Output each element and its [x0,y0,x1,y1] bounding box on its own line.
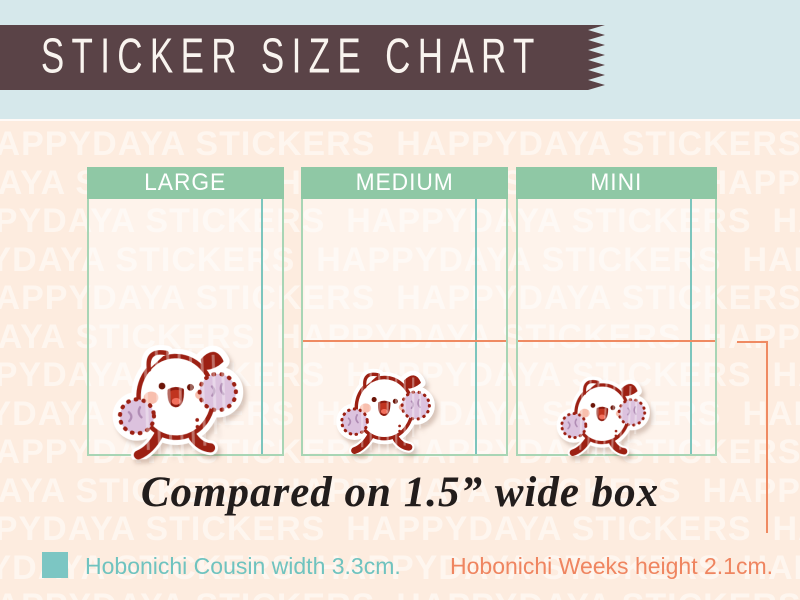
watermark-row: HAPPYDAYA STICKERS HAPPYDAYA STICKERS HA… [0,240,800,279]
cousin-width-line [261,199,263,454]
watermark-row: HAPPYDAYA STICKERS HAPPYDAYA STICKERS HA… [0,125,800,163]
size-box-medium-header: MEDIUM [301,167,508,199]
legend-cousin-label: Hobonichi Cousin width 3.3cm. [85,553,401,579]
watermark-row: HAPPYDAYA STICKERS HAPPYDAYA STICKERS HA… [0,279,800,317]
size-box-mini: MINI [516,167,717,456]
watermark-row: HAPPYDAYA STICKERS HAPPYDAYA STICKERS HA… [0,471,800,510]
weeks-height-line [518,340,715,342]
cousin-width-line [475,199,477,454]
size-box-large-label: LARGE [144,169,227,196]
teal-square-icon [42,552,68,578]
title-banner: STICKER SIZE CHART [0,25,605,90]
watermark-row: HAPPYDAYA STICKERS HAPPYDAYA STICKERS HA… [0,202,800,240]
weeks-bracket-horizontal [737,341,768,343]
page-title: STICKER SIZE CHART [40,29,542,85]
size-box-mini-header: MINI [516,167,717,199]
mascot-sticker-large-icon [108,320,249,461]
weeks-height-line [303,340,506,342]
cousin-width-line [690,199,692,454]
watermark-row: HAPPYDAYA STICKERS HAPPYDAYA STICKERS HA… [0,587,800,600]
watermark-row: HAPPYDAYA STICKERS HAPPYDAYA STICKERS HA… [0,510,800,548]
mascot-sticker-mini-icon [554,359,653,458]
size-box-large-body [89,199,282,454]
comparison-caption: Compared on 1.5” wide box [140,469,660,516]
watermark-row: HAPPYDAYA STICKERS HAPPYDAYA STICKERS HA… [0,548,800,587]
size-box-medium-body [303,199,506,454]
legend: Hobonichi Cousin width 3.3cm. Hobonichi … [0,550,800,580]
size-box-mini-body [518,199,715,454]
size-box-mini-label: MINI [590,169,643,196]
size-box-medium-label: MEDIUM [355,169,454,196]
legend-weeks-label: Hobonichi Weeks height 2.1cm. [450,553,774,579]
weeks-bracket-vertical [766,341,768,533]
watermark-row: HAPPYDAYA STICKERS HAPPYDAYA STICKERS HA… [0,317,800,356]
mascot-sticker-medium-icon [335,352,437,454]
size-box-large-header: LARGE [87,167,284,199]
